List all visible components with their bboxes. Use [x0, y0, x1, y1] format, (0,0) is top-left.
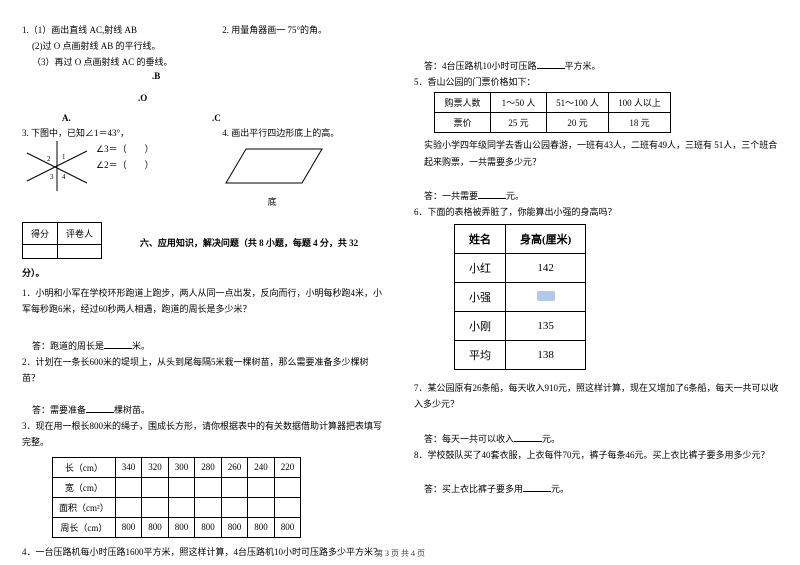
section-title: 六、应用知识，解决问题（共 8 小题，每题 4 分，共 32: [112, 235, 386, 251]
page-footer: 第 3 页 共 4 页: [0, 548, 800, 559]
table-row: 面积（cm²）: [53, 497, 301, 517]
svg-text:4: 4: [62, 173, 66, 181]
svg-text:1: 1: [62, 153, 66, 161]
table-row: 小强: [455, 283, 586, 312]
table-row: 宽（cm）: [53, 477, 301, 497]
point-a: A.: [62, 113, 71, 123]
q2-line: 2. 用量角器画一 75°的角。: [222, 22, 386, 38]
smudge-icon: [537, 291, 555, 301]
svg-text:2: 2: [47, 155, 51, 163]
answer-4: 答：4台压路机10小时可压路平方米。: [424, 58, 780, 74]
q4-title: 4. 画出平行四边形底上的高。: [222, 125, 386, 141]
problem-8: 8．学校鼓队买了40套衣服，上衣每件70元，裤子每条46元。买上衣比裤子要多用多…: [414, 447, 780, 463]
table-row: 平均138: [455, 341, 586, 370]
grader-label: 评卷人: [58, 222, 102, 244]
score-label: 得分: [23, 222, 58, 244]
answer-8: 答：买上衣比裤子要多用元。: [424, 481, 780, 497]
point-o: .O: [138, 93, 147, 103]
parallelogram-diagram: [222, 141, 332, 195]
q4-base: 底: [222, 195, 322, 208]
table-row: 小刚135: [455, 312, 586, 341]
q1-line1: 1.（1）画出直线 AC,射线 AB: [22, 22, 222, 38]
table-3: 长（cm） 340 320 300 280 260 240 220 宽（cm） …: [52, 457, 301, 538]
smudge-cell: [506, 283, 586, 312]
left-column: 1.（1）画出直线 AC,射线 AB (2)过 O 点画射线 AB 的平行线。 …: [0, 0, 400, 565]
answer-5: 答：一共需要元。: [424, 188, 780, 204]
q3-a: ∠3＝（ ）: [96, 141, 154, 157]
problem-6: 6．下面的表格被弄脏了，你能算出小强的身高吗？: [414, 204, 780, 220]
answer-1: 答：跑道的周长是米。: [32, 338, 386, 354]
q1-line3: （3）再过 O 点画射线 AC 的垂线。: [32, 54, 222, 70]
table-row: 姓名 身高(厘米): [455, 225, 586, 254]
table-row: 长（cm） 340 320 300 280 260 240 220: [53, 457, 301, 477]
answer-2: 答：需要准备棵树苗。: [32, 402, 386, 418]
angle-diagram: 1 2 3 4: [22, 141, 92, 191]
problem-2: 2．计划在一条长600米的堤坝上，从头到尾每隔5米栽一棵树苗，那么需要准备多少棵…: [22, 354, 386, 386]
right-column: 答：4台压路机10小时可压路平方米。 5．香山公园的门票价格如下： 购票人数 1…: [400, 0, 800, 565]
problem-5: 5．香山公园的门票价格如下：: [414, 74, 780, 90]
problem-1: 1．小明和小军在学校环形跑道上跑步，两人从同一点出发，反向而行，小明每秒跑4米，…: [22, 285, 386, 317]
q3-b: ∠2＝（ ）: [96, 157, 154, 173]
problem-3: 3．现在用一根长800米的绳子，围成长方形，请你根据表中的有关数据借助计算器把表…: [22, 418, 386, 450]
table-row: 购票人数 1～50 人 51～100 人 100 人以上: [435, 93, 671, 113]
svg-text:3: 3: [50, 173, 54, 181]
q1-line2: (2)过 O 点画射线 AB 的平行线。: [32, 38, 222, 54]
table-row: 票价 25 元 20 元 18 元: [435, 113, 671, 133]
point-c: .C: [212, 113, 221, 123]
answer-7: 答：每天一共可以收入元。: [424, 431, 780, 447]
q3-title: 3. 下图中，已知∠1＝43°，: [22, 125, 222, 141]
problem-7: 7．某公园原有26条船，每天收入910元，照这样计算，现在又增加了6条船，每天一…: [414, 380, 780, 412]
problem-5b: 实验小学四年级同学去香山公园春游，一班有43人，二班有49人，三班有 51人，三…: [424, 137, 780, 169]
table-6: 姓名 身高(厘米) 小红142 小强 小刚135 平均138: [454, 224, 586, 370]
table-row: 小红142: [455, 254, 586, 283]
table-row: 周长（cm） 800 800 800 800 800 800 800: [53, 517, 301, 537]
section-end: 分）。: [22, 265, 386, 281]
point-b: .B: [152, 71, 160, 81]
table-5: 购票人数 1～50 人 51～100 人 100 人以上 票价 25 元 20 …: [434, 92, 671, 133]
